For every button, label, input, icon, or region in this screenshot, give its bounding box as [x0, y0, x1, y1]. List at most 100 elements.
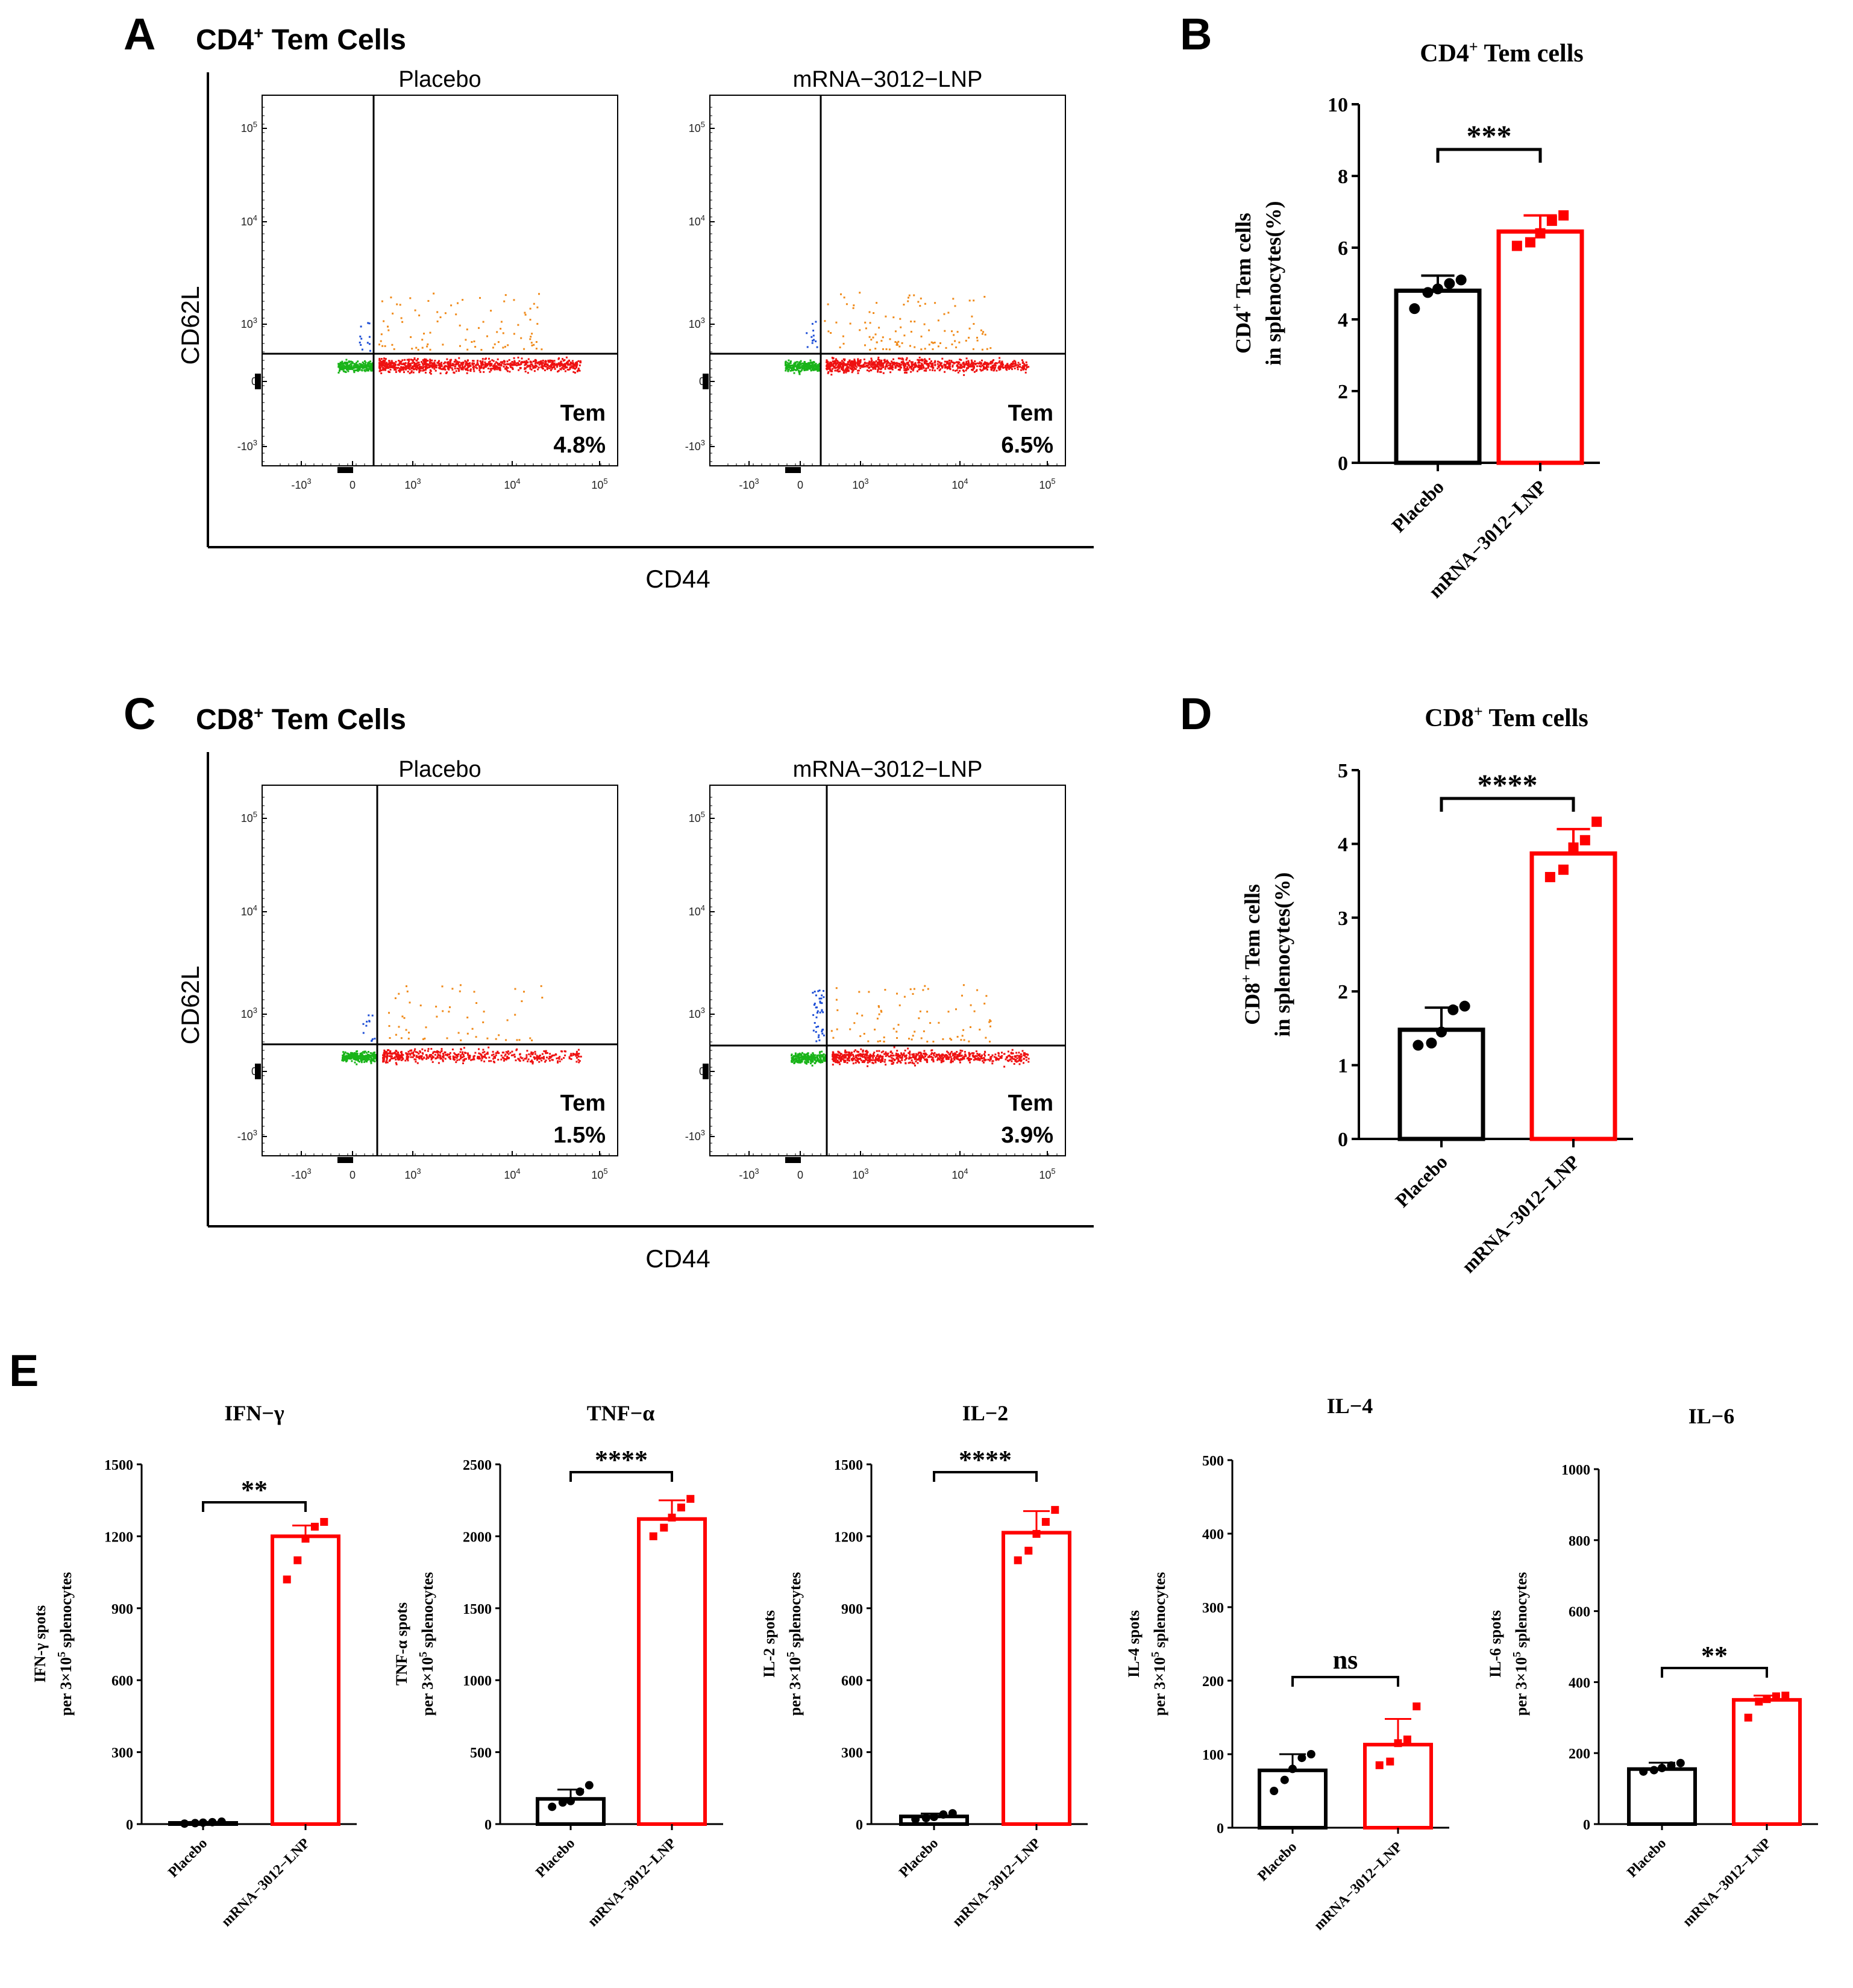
flow-event: [415, 1056, 418, 1058]
flow-event: [997, 1055, 1000, 1057]
flow-event: [345, 1058, 347, 1060]
flow-event: [892, 358, 894, 360]
flow-event: [427, 343, 429, 345]
flow-event: [405, 1029, 407, 1031]
flow-event: [814, 364, 816, 366]
flow-event: [964, 1053, 967, 1056]
flow-event: [818, 365, 821, 367]
flow-event: [830, 332, 832, 334]
flow-event: [801, 365, 803, 367]
flow-event: [816, 1012, 818, 1014]
flow-event: [832, 1064, 834, 1066]
flow-event: [995, 369, 998, 372]
flow-event: [348, 1055, 350, 1057]
flow-event: [1001, 360, 1003, 363]
flow-event: [911, 1038, 913, 1041]
flow-event: [509, 1052, 512, 1054]
flow-event: [821, 1055, 823, 1058]
flow-event: [899, 1060, 901, 1062]
flow-event: [390, 365, 392, 368]
flow-event: [399, 368, 401, 369]
data-point: [1444, 278, 1455, 289]
data-point: [1436, 1026, 1447, 1038]
flow-event: [359, 1055, 362, 1057]
flow-x-tick-label: 103: [852, 1167, 868, 1181]
flow-event: [961, 1050, 964, 1052]
flow-event: [460, 1054, 462, 1056]
flow-event: [444, 1058, 447, 1060]
flow-event: [343, 1053, 345, 1055]
flow-event: [912, 369, 914, 372]
flow-event: [380, 372, 383, 374]
flow-event: [952, 1055, 954, 1057]
flow-event: [527, 372, 529, 374]
flow-event: [806, 346, 809, 348]
flow-event: [835, 1056, 837, 1059]
flow-event: [867, 1059, 869, 1062]
flow-event: [383, 368, 386, 371]
flow-event: [847, 1059, 848, 1061]
flow-event: [571, 365, 573, 368]
flow-event: [891, 365, 893, 368]
flow-event: [373, 1053, 375, 1056]
flow-event: [1011, 368, 1013, 371]
flow-event: [427, 1050, 429, 1052]
flow-event: [394, 368, 397, 370]
flow-event: [383, 1059, 385, 1061]
flow-event: [852, 1058, 854, 1061]
flow-event: [360, 1059, 363, 1062]
flow-event: [349, 1053, 351, 1056]
flow-event: [850, 1052, 853, 1055]
flow-event: [421, 1058, 423, 1060]
flow-event: [911, 1061, 914, 1064]
flow-event: [882, 336, 884, 339]
flow-event: [557, 371, 559, 373]
flow-event: [366, 365, 368, 368]
flow-plot-frame: [709, 785, 1066, 1156]
flow-event: [979, 1053, 981, 1055]
flow-event: [486, 1037, 489, 1039]
flow-event: [865, 365, 868, 366]
flow-event: [965, 357, 968, 360]
flow-event: [924, 985, 926, 987]
flow-event: [938, 369, 941, 372]
flow-event: [950, 1050, 953, 1053]
flow-event: [507, 1050, 509, 1053]
flow-event: [419, 367, 422, 369]
flow-event: [410, 370, 413, 372]
flow-event: [833, 366, 835, 369]
flow-event: [786, 362, 789, 364]
flow-event: [473, 370, 475, 372]
flow-event: [1020, 1055, 1023, 1058]
flow-event: [902, 362, 905, 365]
flow-event: [861, 1014, 864, 1017]
flow-event: [396, 1053, 398, 1055]
flow-event: [989, 1041, 991, 1043]
flow-event: [840, 363, 842, 366]
flow-event: [908, 1062, 910, 1064]
flow-event: [397, 1052, 400, 1053]
flow-event: [424, 359, 426, 362]
flow-panel-a: CD62L CD44: [176, 72, 1094, 593]
panel-a-title: CD4+ Tem Cells: [196, 24, 406, 56]
flow-event: [504, 363, 507, 366]
flow-event: [968, 1052, 970, 1054]
flow-event: [804, 368, 807, 370]
flow-event: [792, 365, 795, 368]
flow-event: [818, 1056, 821, 1059]
flow-event: [920, 348, 923, 351]
flow-event: [429, 1054, 431, 1056]
flow-event: [939, 1056, 942, 1059]
flow-event: [551, 1059, 554, 1061]
flow-event: [845, 1054, 848, 1056]
flow-event: [796, 368, 798, 371]
flow-event: [876, 341, 878, 343]
flow-event: [512, 1054, 514, 1056]
flow-event: [857, 1058, 859, 1060]
flow-event: [860, 365, 862, 367]
flow-event: [368, 343, 371, 345]
flow-event: [372, 1052, 375, 1054]
flow-event: [1021, 359, 1023, 362]
flow-event: [786, 366, 789, 368]
flow-event: [803, 369, 806, 371]
